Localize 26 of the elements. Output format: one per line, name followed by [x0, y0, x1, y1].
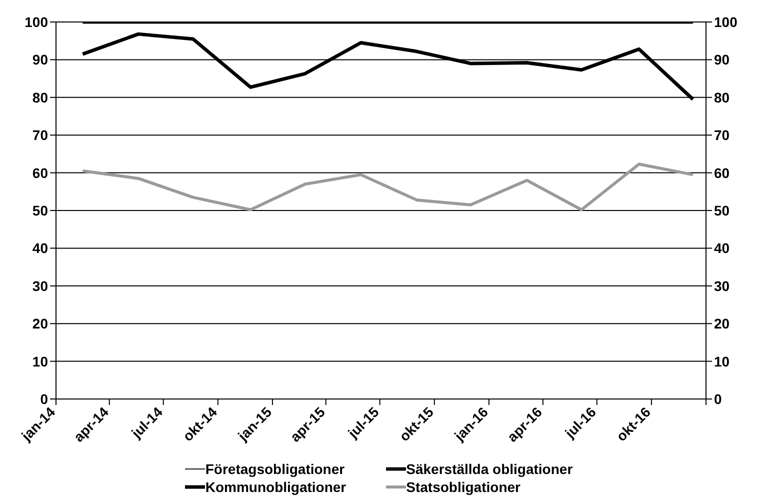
- legend-label: Statsobligationer: [406, 479, 520, 495]
- y-tick-label: 100: [24, 14, 48, 30]
- y-tick-label: 0: [40, 390, 48, 407]
- y-tick-label: 50: [32, 202, 48, 218]
- y2-tick-label: 40: [714, 240, 730, 256]
- y2-tick-label: 60: [714, 164, 730, 181]
- y2-tick-label: 20: [714, 316, 730, 332]
- y2-tick-label: 70: [714, 127, 730, 144]
- legend-label: Företagsobligationer: [205, 461, 345, 477]
- y-tick-label: 80: [32, 89, 48, 106]
- y-tick-label: 30: [32, 278, 48, 294]
- y-tick-label: 60: [32, 164, 48, 181]
- y-tick-label: 70: [32, 127, 48, 144]
- y-tick-label: 10: [32, 353, 48, 370]
- y2-tick-label: 30: [714, 278, 730, 294]
- legend-label: Kommunobligationer: [205, 479, 346, 495]
- y-tick-label: 40: [32, 240, 48, 256]
- y2-tick-label: 100: [714, 14, 738, 30]
- y2-tick-label: 80: [714, 89, 730, 106]
- y2-tick-label: 50: [714, 202, 730, 218]
- y2-tick-label: 10: [714, 353, 730, 370]
- y-tick-label: 20: [32, 316, 48, 332]
- y2-tick-label: 90: [714, 52, 730, 68]
- y-tick-label: 90: [32, 52, 48, 68]
- legend-label: Säkerställda obligationer: [406, 461, 573, 477]
- y2-tick-label: 0: [714, 390, 722, 407]
